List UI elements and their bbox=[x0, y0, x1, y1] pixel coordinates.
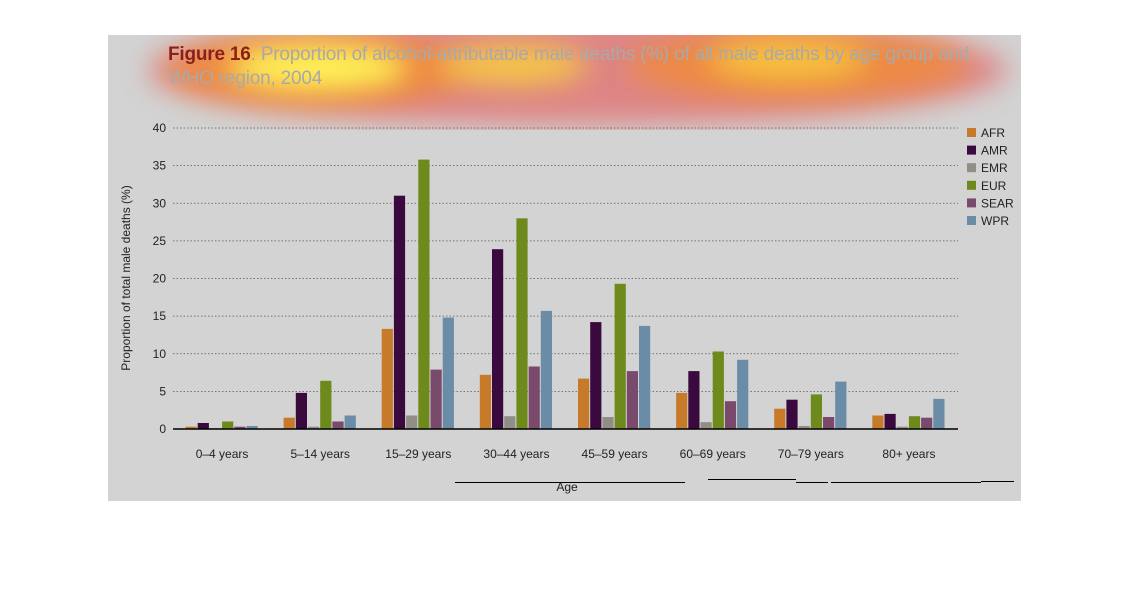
decor-line bbox=[981, 481, 1014, 482]
bar-afr bbox=[578, 378, 590, 429]
bar-emr bbox=[406, 415, 418, 429]
bar-afr bbox=[283, 417, 295, 429]
bar-sear bbox=[921, 417, 933, 429]
bar-wpr bbox=[737, 359, 749, 429]
x-tick-label: 45–59 years bbox=[582, 447, 648, 461]
x-tick-label: 15–29 years bbox=[385, 447, 451, 461]
bar-amr bbox=[590, 322, 602, 429]
gridlines bbox=[173, 127, 958, 392]
x-tick-labels: 0–4 years 5–14 years 15–29 years 30–44 year… bbox=[196, 447, 936, 461]
figure-label: Figure 16 bbox=[168, 44, 251, 65]
y-tick-label: 25 bbox=[153, 234, 167, 248]
bar-amr bbox=[197, 423, 209, 429]
legend-swatch-emr bbox=[967, 163, 976, 173]
bar-emr bbox=[602, 417, 614, 429]
x-tick-label: 30–44 years bbox=[483, 447, 549, 461]
legend-label: WPR bbox=[981, 214, 1009, 228]
x-tick-label: 5–14 years bbox=[291, 447, 350, 461]
x-tick-label: 0–4 years bbox=[196, 447, 249, 461]
bar-wpr bbox=[442, 317, 454, 429]
bar-afr bbox=[185, 426, 197, 429]
bar-eur bbox=[810, 394, 822, 429]
legend-label: EMR bbox=[981, 161, 1008, 175]
bar-emr bbox=[700, 422, 712, 429]
bar-afr bbox=[774, 408, 786, 429]
bar-afr bbox=[676, 392, 688, 429]
legend: AFR AMR EMR EUR SEAR WPR bbox=[967, 126, 1014, 228]
legend-swatch-eur bbox=[967, 180, 976, 190]
bar-wpr bbox=[639, 325, 651, 429]
decor-line bbox=[831, 482, 981, 483]
legend-label: AMR bbox=[981, 144, 1008, 158]
decor-line bbox=[455, 482, 685, 483]
bar-sear bbox=[823, 417, 835, 429]
bar-amr bbox=[884, 413, 896, 429]
y-tick-label: 20 bbox=[153, 272, 167, 286]
legend-label: AFR bbox=[981, 126, 1005, 140]
bar-emr bbox=[896, 426, 908, 429]
legend-swatch-wpr bbox=[967, 216, 976, 225]
y-tick-labels: 0 5 10 15 20 25 30 35 40 bbox=[153, 121, 167, 436]
y-tick-label: 35 bbox=[153, 159, 167, 173]
y-tick-label: 15 bbox=[153, 309, 167, 323]
x-tick-label: 80+ years bbox=[882, 447, 935, 461]
bar-eur bbox=[516, 218, 528, 429]
y-tick-label: 5 bbox=[159, 384, 166, 398]
bar-sear bbox=[528, 366, 540, 429]
decor-line bbox=[796, 482, 828, 483]
legend-swatch-afr bbox=[967, 128, 976, 137]
bar-wpr bbox=[246, 426, 258, 429]
bar-emr bbox=[308, 426, 320, 429]
decor-line bbox=[708, 479, 796, 480]
y-tick-label: 30 bbox=[153, 196, 167, 210]
bar-wpr bbox=[835, 381, 847, 429]
legend-swatch-amr bbox=[967, 145, 976, 155]
bar-eur bbox=[418, 159, 430, 429]
y-axis-label: Proportion of total male deaths (%) bbox=[119, 185, 133, 370]
bar-sear bbox=[234, 426, 246, 429]
x-tick-label: 60–69 years bbox=[680, 447, 746, 461]
bar-amr bbox=[393, 195, 406, 429]
bar-emr bbox=[798, 426, 810, 429]
legend-label: EUR bbox=[981, 179, 1007, 193]
bar-afr bbox=[872, 415, 884, 429]
bar-wpr bbox=[933, 398, 945, 429]
bar-eur bbox=[712, 351, 724, 429]
bar-sear bbox=[724, 401, 737, 429]
title-text: . Proportion of alcohol-attributable mal… bbox=[168, 44, 970, 89]
y-tick-label: 40 bbox=[153, 121, 167, 135]
x-axis-label: Age bbox=[556, 480, 578, 494]
bar-wpr bbox=[540, 310, 552, 429]
bar-afr bbox=[479, 374, 491, 429]
bar-amr bbox=[688, 371, 700, 429]
x-tick-label: 70–79 years bbox=[778, 447, 844, 461]
bar-sear bbox=[626, 371, 638, 429]
bar-amr bbox=[295, 392, 307, 429]
bar-sear bbox=[332, 421, 344, 429]
bars bbox=[185, 159, 945, 429]
bar-afr bbox=[381, 328, 393, 429]
legend-swatch-sear bbox=[967, 198, 976, 208]
bar-emr bbox=[504, 416, 516, 429]
bar-eur bbox=[320, 380, 332, 429]
y-tick-label: 0 bbox=[159, 422, 166, 436]
bar-eur bbox=[614, 283, 626, 429]
legend-label: SEAR bbox=[981, 196, 1014, 210]
chart-title: Figure 16. Proportion of alcohol-attribu… bbox=[168, 43, 988, 91]
bar-sear bbox=[430, 369, 442, 429]
bar-eur bbox=[222, 421, 234, 429]
bar-amr bbox=[492, 249, 504, 429]
bar-eur bbox=[908, 416, 921, 429]
bar-wpr bbox=[344, 415, 356, 429]
bar-amr bbox=[786, 399, 798, 429]
y-tick-label: 10 bbox=[153, 347, 167, 361]
